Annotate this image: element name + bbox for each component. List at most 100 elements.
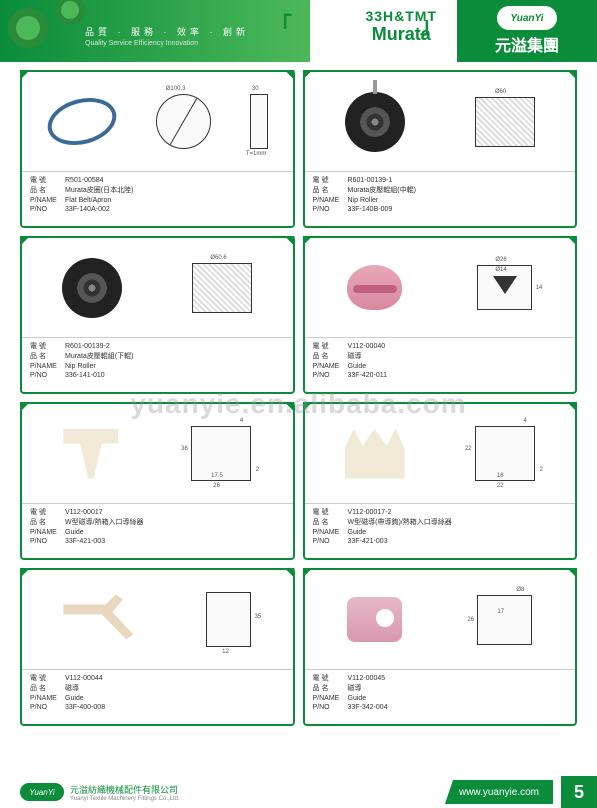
product-name-cn: W型磁導(帶導鉤)/熱箱入口導絲器	[348, 518, 452, 528]
header-logo-block: YuanYi 元溢集團	[457, 0, 597, 62]
product-photo	[63, 429, 118, 479]
product-card: Ø60.6 電 號R601-00139-2 品 名Murata皮壓輥組(下輥) …	[20, 236, 295, 394]
label-pname: P/NAME	[313, 694, 348, 704]
product-code: V112-00017-2	[348, 508, 392, 518]
dimension-label: Ø14	[495, 267, 506, 273]
label-pno: P/NO	[313, 371, 348, 381]
dimension-label: 17	[497, 609, 504, 615]
gear-icon	[8, 8, 48, 48]
product-name-en: Nip Roller	[348, 196, 379, 206]
product-image-area: Ø60	[305, 72, 576, 172]
product-name-en: Guide	[65, 528, 84, 538]
product-photo	[62, 258, 122, 318]
product-info: 電 號V112-00045 品 名磁導 P/NAMEGuide P/NO33F-…	[305, 670, 576, 717]
label-pname: P/NAME	[30, 196, 65, 206]
bracket-right: 」	[420, 8, 442, 40]
label-pno: P/NO	[30, 703, 65, 713]
product-image-area: Ø26 Ø14 14	[305, 238, 576, 338]
label-name: 品 名	[30, 518, 65, 528]
product-code: R601-00139-2	[65, 342, 110, 352]
label-code: 電 號	[30, 176, 65, 186]
technical-drawing	[475, 426, 535, 481]
footer-company-cn: 元溢紡織機械配件有限公司	[70, 783, 180, 796]
product-card: Ø8 17 26 電 號V112-00045 品 名磁導 P/NAMEGuide…	[303, 568, 578, 726]
product-grid: Ø100.3 30 T=1mm 電 號R501-00584 品 名Murata皮…	[0, 62, 597, 734]
product-pno: 33F-420-011	[348, 371, 388, 381]
footer-url: www.yuanyie.com	[445, 780, 553, 804]
product-code: R501-00584	[65, 176, 104, 186]
product-image-area: 12 35	[22, 570, 293, 670]
product-info: 電 號R601-00139-1 品 名Murata皮壓輥組(中輥) P/NAME…	[305, 172, 576, 219]
header-green-band: 品質 · 服務 · 效率 · 創新 Quality Service Effici…	[0, 0, 310, 62]
catalog-page: 品質 · 服務 · 效率 · 創新 Quality Service Effici…	[0, 0, 597, 808]
label-name: 品 名	[30, 684, 65, 694]
product-image-area: 22 18 22 4 2	[305, 404, 576, 504]
label-pno: P/NO	[313, 703, 348, 713]
footer-company-en: Yuanyi Textile Machinery Fittings Co.,Lt…	[70, 796, 180, 802]
technical-drawing	[206, 592, 251, 647]
product-name-en: Guide	[348, 694, 367, 704]
dimension-label: 4	[240, 418, 243, 424]
label-pname: P/NAME	[313, 196, 348, 206]
technical-drawing	[250, 94, 268, 149]
label-code: 電 號	[313, 508, 348, 518]
dimension-label: 26	[213, 483, 220, 489]
dimension-label: 22	[497, 483, 504, 489]
product-name-cn: 磁導	[65, 684, 79, 694]
dimension-label: 17.5	[211, 473, 223, 479]
product-name-en: Guide	[348, 362, 367, 372]
dimension-label: 2	[540, 467, 543, 473]
product-photo	[347, 597, 402, 642]
product-pno: 336-141-010	[65, 371, 105, 381]
label-name: 品 名	[313, 518, 348, 528]
product-photo	[345, 429, 405, 479]
product-photo	[63, 595, 133, 645]
bracket-left: 「	[270, 8, 292, 40]
footer-company-text: 元溢紡織機械配件有限公司 Yuanyi Textile Machinery Fi…	[70, 783, 180, 802]
dimension-label: 2	[256, 467, 259, 473]
product-name-cn: 磁導	[348, 352, 362, 362]
label-pname: P/NAME	[30, 528, 65, 538]
product-pno: 33F-421-003	[348, 537, 388, 547]
label-name: 品 名	[313, 186, 348, 196]
slogan-cn: 品質 · 服務 · 效率 · 創新	[85, 25, 249, 38]
product-image-area: 26 17.5 36 4 2	[22, 404, 293, 504]
page-number: 5	[561, 776, 597, 808]
slogan-en: Quality Service Efficiency Innovation	[85, 40, 198, 47]
product-card: Ø26 Ø14 14 電 號V112-00040 品 名磁導 P/NAMEGui…	[303, 236, 578, 394]
label-code: 電 號	[30, 674, 65, 684]
product-name-en: Flat Belt/Apron	[65, 196, 111, 206]
label-code: 電 號	[313, 342, 348, 352]
product-info: 電 號V112-00017-2 品 名W型磁導(帶導鉤)/熱箱入口導絲器 P/N…	[305, 504, 576, 551]
technical-drawing	[192, 263, 252, 313]
product-info: 電 號V112-00017 品 名W型磁導/熱箱入口導絲器 P/NAMEGuid…	[22, 504, 293, 551]
product-card: Ø100.3 30 T=1mm 電 號R501-00584 品 名Murata皮…	[20, 70, 295, 228]
product-name-cn: W型磁導/熱箱入口導絲器	[65, 518, 144, 528]
dimension-label: Ø60.6	[210, 255, 226, 261]
product-card: 12 35 電 號V112-00044 品 名磁導 P/NAMEGuide P/…	[20, 568, 295, 726]
dimension-label: 22	[465, 446, 472, 452]
footer-company: YuanYi 元溢紡織機械配件有限公司 Yuanyi Textile Machi…	[0, 783, 445, 802]
label-code: 電 號	[313, 176, 348, 186]
dimension-label: 35	[254, 614, 261, 620]
product-code: V112-00044	[65, 674, 103, 684]
dimension-label: 12	[222, 649, 229, 655]
gear-icon	[55, 0, 85, 25]
dimension-label: 30	[252, 86, 259, 92]
product-name-cn: Murata皮壓輥組(中輥)	[348, 186, 416, 196]
label-pname: P/NAME	[30, 694, 65, 704]
product-card: 26 17.5 36 4 2 電 號V112-00017 品 名W型磁導/熱箱入…	[20, 402, 295, 560]
page-header: 品質 · 服務 · 效率 · 創新 Quality Service Effici…	[0, 0, 597, 62]
product-card: 22 18 22 4 2 電 號V112-00017-2 品 名W型磁導(帶導鉤…	[303, 402, 578, 560]
product-pno: 33F-421-003	[65, 537, 105, 547]
technical-drawing	[477, 595, 532, 645]
product-code: V112-00017	[65, 508, 103, 518]
technical-drawing	[156, 94, 211, 149]
label-pno: P/NO	[313, 205, 348, 215]
label-name: 品 名	[30, 186, 65, 196]
page-footer: YuanYi 元溢紡織機械配件有限公司 Yuanyi Textile Machi…	[0, 776, 597, 808]
dimension-label: 26	[467, 617, 474, 623]
product-pno: 33F-140B-009	[348, 205, 393, 215]
label-pname: P/NAME	[30, 362, 65, 372]
footer-separator	[553, 780, 561, 804]
